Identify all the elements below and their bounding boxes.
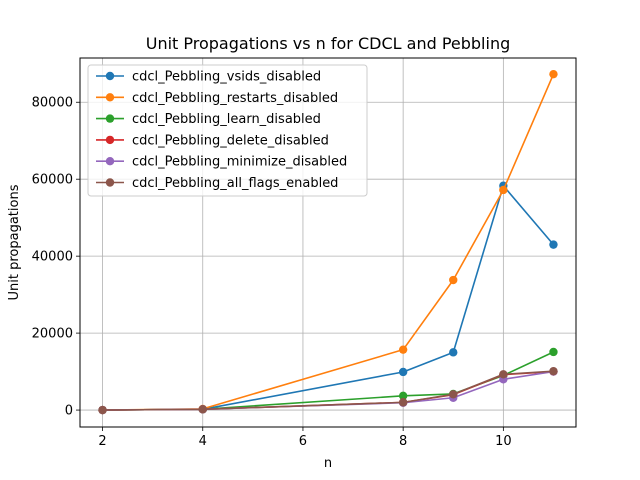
legend-item: cdcl_Pebbling_all_flags_enabled	[96, 176, 338, 191]
legend-item: cdcl_Pebbling_delete_disabled	[96, 133, 329, 148]
data-point	[398, 345, 408, 354]
x-tick-label: 8	[399, 434, 407, 449]
legend-marker	[105, 71, 115, 81]
data-point	[549, 367, 558, 376]
data-point	[98, 405, 107, 415]
legend-label: cdcl_Pebbling_vsids_disabled	[132, 70, 321, 85]
data-point	[549, 240, 558, 249]
data-point	[398, 398, 408, 407]
y-tick-label: 60000	[32, 173, 73, 188]
legend-label: cdcl_Pebbling_all_flags_enabled	[132, 176, 338, 191]
legend-item: cdcl_Pebbling_restarts_disabled	[96, 91, 338, 106]
data-point	[198, 405, 207, 414]
series-line	[102, 370, 554, 411]
legend-box	[87, 64, 368, 197]
plot-frame	[79, 57, 577, 428]
legend-label: cdcl_Pebbling_delete_disabled	[132, 133, 329, 148]
x-tick-label: 6	[299, 434, 307, 449]
y-tick-label: 80000	[32, 96, 73, 111]
y-axis-label: Unit propagations	[7, 184, 22, 300]
data-point	[398, 367, 408, 377]
x-axis-ticks: 2 4 6 8 10	[98, 427, 512, 449]
y-axis-ticks: 0 20000 40000 60000 80000	[32, 96, 80, 419]
legend-label: cdcl_Pebbling_learn_disabled	[132, 112, 321, 127]
legend-marker	[105, 93, 115, 102]
legend-label: cdcl_Pebbling_restarts_disabled	[132, 91, 338, 106]
data-point	[449, 348, 458, 357]
legend-item: cdcl_Pebbling_learn_disabled	[96, 112, 321, 127]
series-5	[98, 367, 558, 415]
legend-marker	[105, 157, 115, 166]
data-point	[449, 390, 458, 399]
y-tick-label: 0	[65, 404, 73, 419]
x-axis-label: n	[324, 456, 332, 471]
series-line	[102, 184, 555, 411]
legend-label: cdcl_Pebbling_minimize_disabled	[132, 155, 347, 170]
legend: cdcl_Pebbling_vsids_disabled cdcl_Pebblin…	[87, 64, 368, 197]
data-point	[449, 275, 458, 285]
data-point	[549, 69, 558, 79]
series-4	[98, 367, 558, 415]
data-point	[499, 185, 508, 195]
chart-title: Unit Propagations vs n for CDCL and Pebb…	[146, 34, 511, 53]
legend-item: cdcl_Pebbling_minimize_disabled	[96, 155, 347, 170]
x-tick-label: 10	[495, 434, 512, 449]
legend-marker	[105, 135, 115, 145]
x-tick-label: 4	[199, 434, 207, 449]
data-point	[549, 347, 558, 357]
y-tick-label: 20000	[32, 327, 73, 342]
series-layer	[98, 69, 558, 415]
data-point	[398, 391, 408, 401]
x-tick-label: 2	[98, 434, 106, 449]
y-tick-label: 40000	[32, 250, 73, 265]
legend-marker	[105, 178, 115, 187]
legend-item: cdcl_Pebbling_vsids_disabled	[96, 70, 321, 85]
legend-marker	[105, 114, 115, 123]
data-point	[499, 370, 508, 379]
series-3	[98, 367, 558, 415]
